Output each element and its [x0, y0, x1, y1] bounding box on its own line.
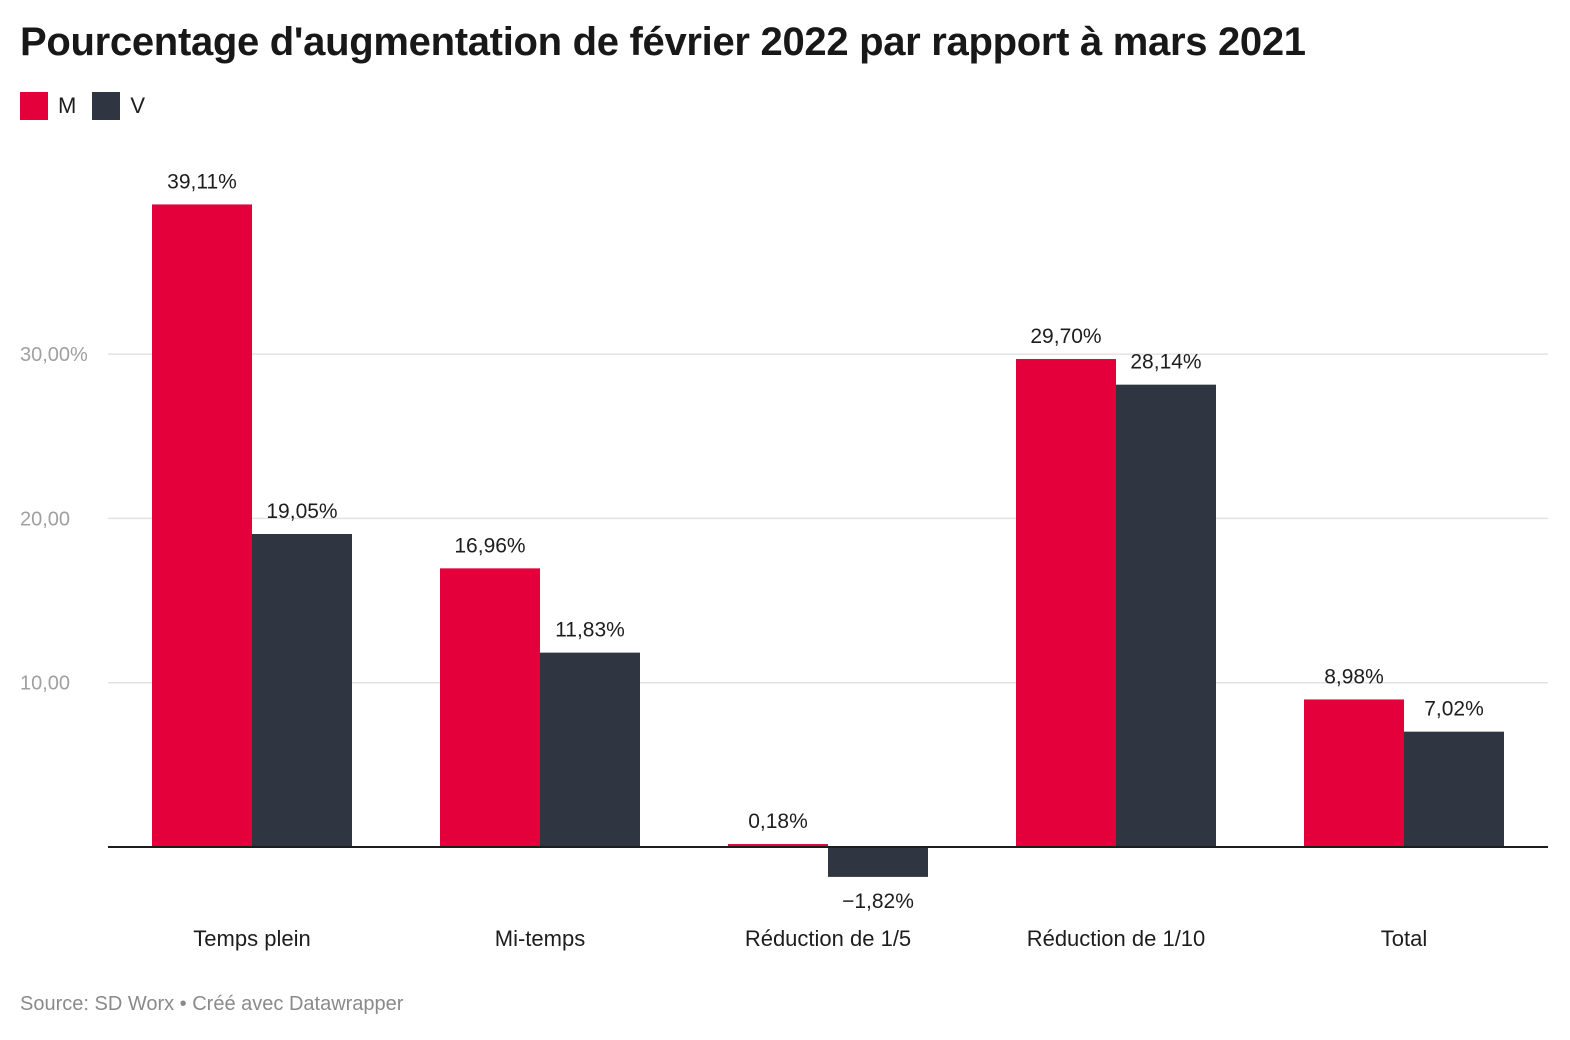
legend-label-m: M: [58, 93, 77, 118]
data-label: 19,05%: [266, 500, 337, 523]
bar-m: [728, 844, 828, 847]
source-note: Source: SD Worx • Créé avec Datawrapper: [20, 993, 404, 1015]
bar-chart: 10,00 20,00 30,00% 39,11% 19,05% Temps plein 1…: [20, 170, 1548, 951]
data-label: 8,98%: [1324, 665, 1384, 688]
data-label: 0,18%: [748, 810, 808, 833]
bar-m: [152, 204, 252, 847]
legend-swatch-v: [92, 92, 121, 120]
bar-m: [440, 568, 540, 847]
bar-v: [828, 847, 928, 877]
bar-v: [540, 652, 640, 847]
data-label: 39,11%: [167, 170, 237, 193]
x-tick-label: Mi-temps: [495, 926, 585, 951]
data-label: 16,96%: [454, 534, 525, 557]
data-label: 7,02%: [1424, 698, 1484, 721]
x-tick-label: Réduction de 1/5: [745, 926, 911, 951]
bar-v: [1404, 731, 1504, 847]
legend-item-v: V: [92, 92, 145, 120]
y-tick-label: 20,00: [20, 508, 70, 530]
bar-v: [1116, 384, 1216, 847]
data-label: 28,14%: [1130, 351, 1201, 374]
data-label: 29,70%: [1030, 325, 1101, 348]
y-tick-label: 30,00%: [20, 344, 88, 366]
data-label: −1,82%: [842, 890, 914, 913]
chart-title: Pourcentage d'augmentation de février 20…: [20, 20, 1306, 64]
x-tick-label: Total: [1381, 926, 1427, 951]
legend-label-v: V: [130, 93, 146, 118]
legend: M V: [20, 92, 161, 120]
data-label: 11,83%: [555, 619, 625, 642]
x-tick-label: Réduction de 1/10: [1027, 926, 1206, 951]
legend-item-m: M: [20, 92, 76, 120]
legend-swatch-m: [20, 92, 48, 120]
x-tick-label: Temps plein: [193, 926, 310, 951]
bar-v: [252, 534, 352, 847]
bar-m: [1016, 359, 1116, 847]
bar-m: [1304, 699, 1404, 847]
y-tick-label: 10,00: [20, 673, 70, 695]
